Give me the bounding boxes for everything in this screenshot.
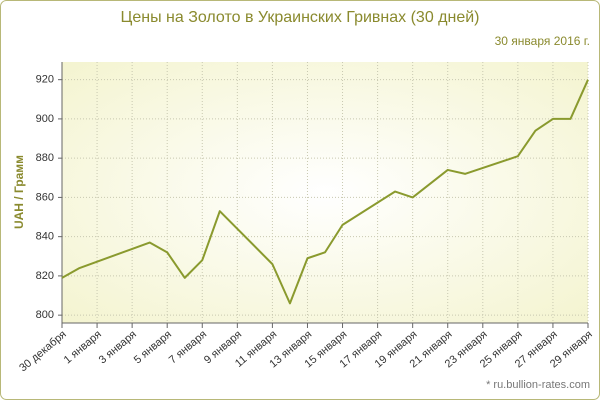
y-tick-label: 920	[36, 74, 54, 86]
y-tick-label: 900	[36, 113, 54, 125]
y-tick-label: 860	[36, 191, 54, 203]
chart-title: Цены на Золото в Украинских Гривнах (30 …	[121, 9, 480, 26]
y-tick-label: 800	[36, 309, 54, 321]
y-tick-label: 840	[36, 231, 54, 243]
data-line	[61, 79, 589, 305]
y-axis-title: UAH / Грамм	[12, 155, 26, 229]
plot-area	[62, 62, 588, 323]
chart-subtitle: 30 января 2016 г.	[495, 34, 590, 48]
source: * ru.bullion-rates.com	[486, 379, 590, 391]
y-tick-label: 820	[36, 270, 54, 282]
y-tick-label: 880	[36, 152, 54, 164]
